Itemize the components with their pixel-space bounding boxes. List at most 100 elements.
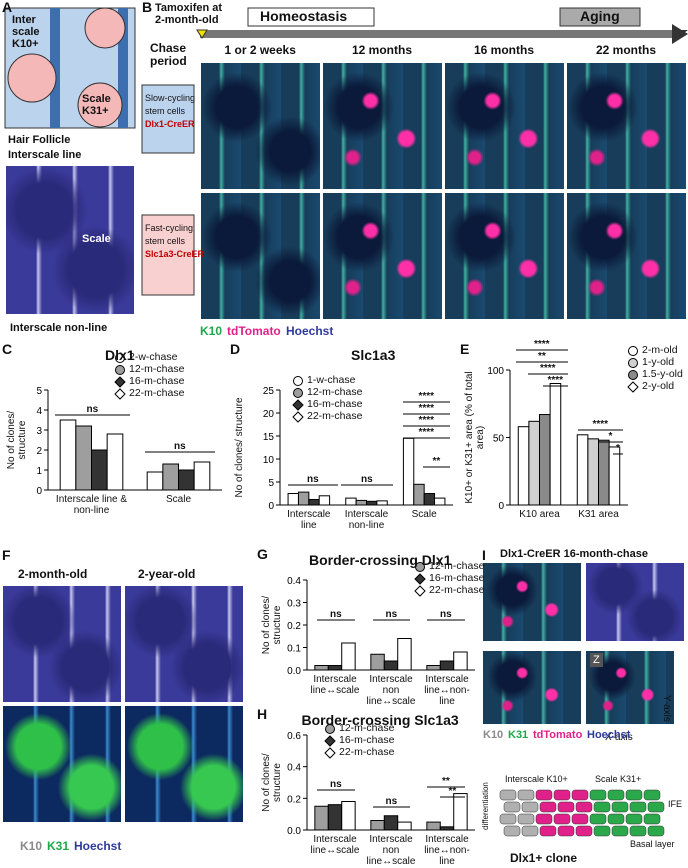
label: Interscale line: [8, 149, 82, 161]
bar: [341, 801, 356, 831]
x-tick-label: Interscale line↔scale: [310, 834, 360, 856]
bar: [318, 495, 331, 506]
y-axis-title: No of clones/ structure: [6, 410, 28, 470]
cell-label: K10+: [12, 38, 39, 50]
bar: [376, 500, 388, 506]
chart-title: Slc1a3: [351, 347, 396, 363]
legend-marker: [325, 724, 335, 734]
cell: [643, 813, 661, 825]
significance-label: **: [448, 786, 457, 797]
legend-label: Hoechst: [587, 729, 631, 741]
cell: [557, 825, 575, 837]
y-tick-label: 25: [263, 386, 275, 397]
label: 2-month-old: [155, 14, 219, 26]
legend-marker: [115, 365, 125, 375]
significance-label: ****: [534, 339, 550, 350]
significance-label: ns: [440, 609, 452, 620]
cell: [647, 825, 665, 837]
bar: [345, 497, 357, 506]
bar: [193, 461, 211, 491]
y-tick-label: 0.6: [287, 731, 301, 742]
significance-label: ns: [330, 609, 342, 620]
legend-label: tdTomato: [227, 324, 281, 338]
y-tick-label: 100: [487, 366, 504, 377]
cell: [84, 7, 126, 49]
row-label-box: [141, 214, 195, 296]
micrograph: [322, 62, 443, 190]
cell: [7, 53, 57, 103]
cell: [647, 801, 665, 813]
x-tick-label: Interscale non line↔scale: [366, 834, 416, 867]
label: Chase: [150, 41, 187, 55]
x-tick-label: Interscale non-line: [344, 509, 389, 531]
panel-letter: H: [257, 706, 268, 722]
tamoxifen-marker: [196, 29, 208, 39]
cell: [571, 813, 589, 825]
row-label: Dlx1-CreER: [145, 119, 195, 129]
bar: [297, 491, 310, 506]
x-tick-label: Interscale line: [287, 509, 331, 531]
legend-marker: [292, 411, 304, 423]
legend-label: 16-m-chase: [339, 734, 395, 746]
axis-label: Y-axis: [661, 695, 672, 722]
bar: [314, 805, 329, 831]
significance-label: ****: [540, 363, 556, 374]
significance-label: ns: [361, 474, 373, 485]
legend-label: 1-y-old: [642, 356, 675, 368]
legend-label: 22-m-chase: [129, 387, 185, 399]
bar: [539, 414, 551, 506]
significance-label: ns: [86, 404, 99, 415]
phase-label: Aging: [580, 8, 620, 24]
legend-marker: [324, 747, 336, 759]
legend-label: 1-w-chase: [307, 374, 356, 386]
significance-label: ns: [174, 441, 186, 452]
panel-letter: A: [2, 0, 13, 15]
chart-title: Dlx1: [105, 347, 135, 363]
bar: [327, 665, 343, 671]
panel-title: Dlx1-CreER 16-month-chase: [500, 548, 648, 560]
homeostasis-box: [247, 7, 375, 27]
cell: [643, 789, 661, 801]
legend-marker: [415, 562, 425, 572]
bar: [426, 821, 441, 831]
cell: [535, 789, 553, 801]
bar: [402, 437, 415, 506]
x-tick-label: Interscale line↔non-line: [424, 834, 470, 867]
legend-label: 1.5-y-old: [642, 368, 683, 380]
bar: [308, 498, 320, 506]
bar: [397, 638, 412, 671]
border-band: [50, 8, 60, 128]
significance-label: **: [432, 456, 441, 467]
x-tick-label: Scale: [165, 494, 191, 505]
micrograph: [585, 562, 685, 642]
row-label: Slc1a3-CreER: [145, 249, 205, 259]
y-axis-title: No of clones/ structure: [261, 595, 283, 655]
x-tick-label: K31 area: [578, 509, 619, 520]
y-tick-label: 0: [268, 501, 274, 512]
cell: [575, 801, 593, 813]
cell: [557, 801, 575, 813]
panel-letter: D: [230, 341, 241, 357]
column-label: 2-year-old: [138, 567, 196, 581]
bar: [528, 420, 541, 506]
legend-label: K10: [200, 324, 223, 338]
bar: [397, 821, 412, 831]
label: Basal layer: [630, 839, 675, 849]
cell: [625, 789, 643, 801]
x-tick-label: K10 area: [519, 509, 560, 520]
legend-label: K31: [47, 839, 70, 853]
micrograph: [444, 192, 565, 320]
y-tick-label: 0.2: [287, 621, 301, 632]
significance-label: **: [538, 351, 546, 362]
cell: [499, 789, 517, 801]
significance-label: ****: [418, 427, 435, 438]
significance-label: ns: [307, 474, 319, 485]
cell: [593, 801, 611, 813]
legend-label: tdTomato: [533, 729, 583, 741]
legend-marker: [628, 370, 638, 380]
cell: [503, 825, 521, 837]
x-tick-label: Interscale line↔scale: [310, 674, 360, 696]
micrograph: [482, 650, 582, 725]
cell: [593, 825, 611, 837]
legend-marker: [115, 353, 125, 363]
